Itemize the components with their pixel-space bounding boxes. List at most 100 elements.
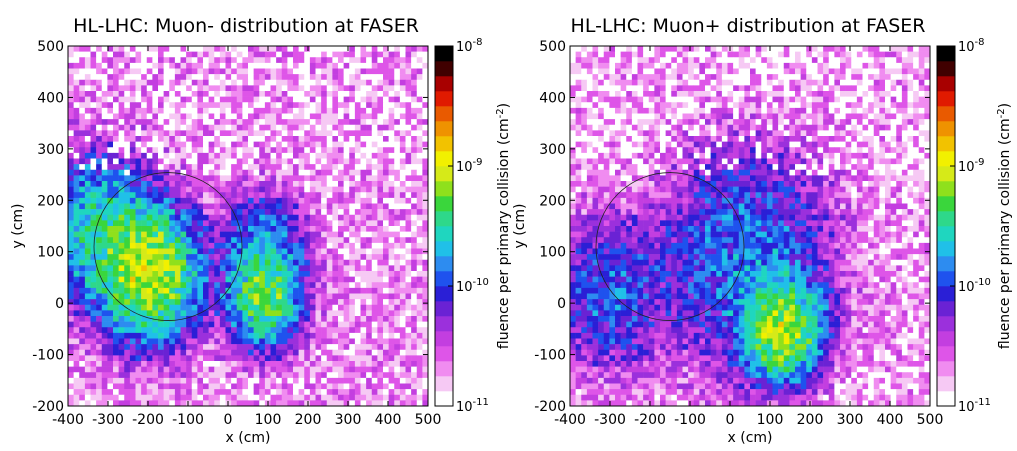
heatmap-cell: [643, 97, 649, 103]
heatmap-cell: [417, 181, 423, 187]
heatmap-cell: [91, 288, 97, 294]
heatmap-cell: [361, 265, 367, 271]
heatmap-cell: [310, 209, 316, 215]
heatmap-cell: [214, 114, 220, 120]
heatmap-cell: [214, 108, 220, 114]
heatmap-cell: [113, 46, 119, 52]
heatmap-cell: [147, 249, 153, 255]
heatmap-cell: [107, 254, 113, 260]
heatmap-cell: [411, 400, 417, 406]
heatmap-cell: [203, 170, 209, 176]
heatmap-cell: [304, 333, 310, 339]
heatmap-cell: [197, 108, 203, 114]
heatmap-cell: [327, 80, 333, 86]
heatmap-cell: [282, 367, 288, 373]
heatmap-cell: [203, 142, 209, 148]
heatmap-cell: [220, 316, 226, 322]
heatmap-cell: [276, 316, 282, 322]
heatmap-cell: [214, 237, 220, 243]
heatmap-cell: [806, 102, 812, 108]
heatmap-cell: [366, 350, 372, 356]
heatmap-cell: [254, 322, 260, 328]
heatmap-cell: [355, 395, 361, 401]
heatmap-cell: [158, 333, 164, 339]
heatmap-cell: [231, 294, 237, 300]
heatmap-cell: [377, 204, 383, 210]
heatmap-cell: [671, 91, 677, 97]
heatmap-cell: [728, 52, 734, 58]
heatmap-cell: [79, 63, 85, 69]
heatmap-cell: [248, 271, 254, 277]
heatmap-cell: [389, 367, 395, 373]
heatmap-cell: [355, 305, 361, 311]
heatmap-cell: [231, 350, 237, 356]
heatmap-cell: [231, 249, 237, 255]
heatmap-cell: [851, 108, 857, 114]
heatmap-cell: [113, 63, 119, 69]
heatmap-cell: [417, 277, 423, 283]
heatmap-cell: [316, 175, 322, 181]
heatmap-cell: [220, 153, 226, 159]
heatmap-cell: [152, 215, 158, 221]
heatmap-cell: [152, 164, 158, 170]
heatmap-cell: [377, 260, 383, 266]
heatmap-cell: [130, 322, 136, 328]
heatmap-cell: [74, 299, 80, 305]
heatmap-cell: [226, 147, 232, 153]
heatmap-cell: [344, 159, 350, 165]
heatmap-cell: [705, 52, 711, 58]
heatmap-cell: [604, 69, 610, 75]
heatmap-cell: [141, 204, 147, 210]
heatmap-cell: [136, 339, 142, 345]
heatmap-cell: [192, 384, 198, 390]
heatmap-cell: [276, 327, 282, 333]
heatmap-cell: [226, 170, 232, 176]
heatmap-cell: [293, 52, 299, 58]
heatmap-cell: [321, 46, 327, 52]
heatmap-cell: [316, 142, 322, 148]
heatmap-cell: [102, 299, 108, 305]
heatmap-cell: [265, 57, 271, 63]
heatmap-cell: [79, 119, 85, 125]
heatmap-cell: [840, 46, 846, 52]
heatmap-cell: [621, 57, 627, 63]
heatmap-cell: [209, 52, 215, 58]
heatmap-cell: [85, 130, 91, 136]
heatmap-cell: [389, 288, 395, 294]
heatmap-cell: [186, 147, 192, 153]
heatmap-cell: [400, 52, 406, 58]
heatmap-cell: [417, 114, 423, 120]
heatmap-cell: [164, 147, 170, 153]
heatmap-cell: [570, 114, 576, 120]
heatmap-cell: [242, 299, 248, 305]
heatmap-cell: [141, 97, 147, 103]
heatmap-cell: [389, 181, 395, 187]
heatmap-cell: [158, 243, 164, 249]
heatmap-cell: [310, 46, 316, 52]
heatmap-cell: [96, 164, 102, 170]
heatmap-cell: [209, 400, 215, 406]
heatmap-cell: [136, 57, 142, 63]
heatmap-cell: [400, 305, 406, 311]
heatmap-cell: [119, 350, 125, 356]
heatmap-cell: [136, 254, 142, 260]
heatmap-cell: [158, 91, 164, 97]
heatmap-cell: [85, 294, 91, 300]
heatmap-cell: [394, 344, 400, 350]
heatmap-cell: [158, 237, 164, 243]
heatmap-cell: [282, 215, 288, 221]
heatmap-cell: [287, 333, 293, 339]
heatmap-cell: [823, 63, 829, 69]
heatmap-cell: [417, 215, 423, 221]
heatmap-cell: [885, 108, 891, 114]
heatmap-cell: [265, 69, 271, 75]
heatmap-cell: [394, 378, 400, 384]
heatmap-cell: [209, 220, 215, 226]
heatmap-cell: [293, 294, 299, 300]
heatmap-cell: [417, 63, 423, 69]
heatmap-cell: [722, 97, 728, 103]
heatmap-cell: [406, 237, 412, 243]
heatmap-cell: [74, 164, 80, 170]
heatmap-cell: [795, 74, 801, 80]
heatmap-cell: [147, 74, 153, 80]
